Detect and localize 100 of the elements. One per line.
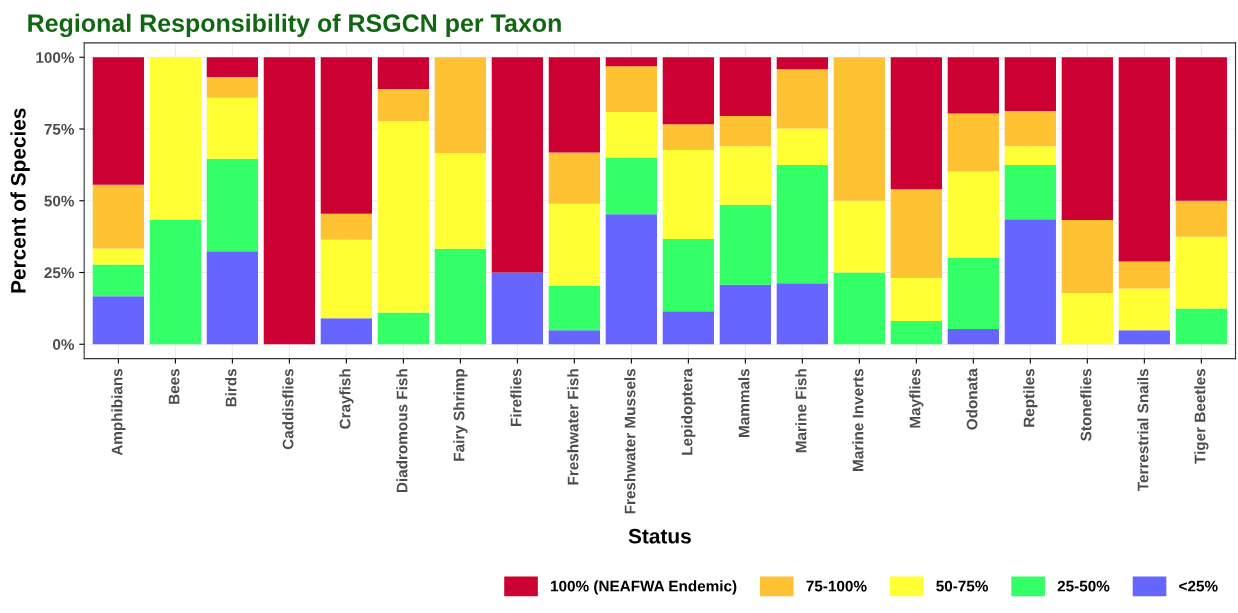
x-tick-label: Tiger Beetles xyxy=(1194,368,1209,464)
bar xyxy=(947,57,999,114)
bar xyxy=(548,57,601,153)
bar xyxy=(1004,219,1056,345)
bar xyxy=(434,153,487,249)
bar xyxy=(719,146,771,205)
bar xyxy=(548,152,601,204)
bar xyxy=(320,239,373,319)
bar xyxy=(662,57,714,125)
bar xyxy=(263,57,316,345)
bar xyxy=(320,213,373,240)
bar xyxy=(434,57,487,154)
bar xyxy=(890,277,942,322)
bar xyxy=(1061,219,1113,293)
x-tick-label: Marine Fish xyxy=(795,369,807,453)
legend-label: 100% (NEAFWA Endemic) xyxy=(551,580,737,595)
bar xyxy=(605,112,657,158)
legend-label: 25-50% xyxy=(1057,580,1110,592)
bar xyxy=(377,120,430,313)
bar xyxy=(1061,57,1113,220)
bar xyxy=(92,296,145,345)
x-tick-label: Mayflies xyxy=(909,368,924,428)
x-tick-label: Birds xyxy=(225,368,237,407)
bar xyxy=(434,248,487,345)
bar xyxy=(662,124,714,150)
bar xyxy=(662,149,714,239)
bar xyxy=(320,318,373,345)
legend-label: 75-100% xyxy=(806,580,867,592)
bar xyxy=(947,329,999,345)
x-tick-label: Bees xyxy=(168,368,180,404)
bar xyxy=(149,57,202,220)
bar xyxy=(206,57,259,78)
bar xyxy=(548,203,601,286)
x-axis-title: Status xyxy=(628,528,691,544)
y-tick-label: 75% xyxy=(44,123,75,135)
bar xyxy=(1061,292,1113,345)
x-tick-label: Crayfish xyxy=(339,369,354,429)
bar xyxy=(776,283,828,345)
bar xyxy=(1175,308,1227,345)
y-axis-title: Percent of Species xyxy=(10,108,30,293)
bar xyxy=(206,97,259,159)
bar xyxy=(1004,164,1056,220)
x-tick-label: Diadromous Fish xyxy=(396,369,408,493)
bar xyxy=(1118,330,1170,345)
x-tick-label: Terrestrial Snails xyxy=(1137,368,1149,492)
x-tick-label: Marine Inverts xyxy=(852,368,864,471)
bar xyxy=(776,69,828,129)
legend-label: 50-75% xyxy=(936,580,988,592)
bar xyxy=(719,204,771,285)
bar xyxy=(206,251,259,345)
bar xyxy=(1004,146,1056,165)
bar xyxy=(890,321,942,345)
bar xyxy=(1004,57,1056,111)
bar xyxy=(92,184,145,249)
bar xyxy=(890,189,942,278)
bar xyxy=(662,238,714,312)
bar xyxy=(719,284,771,345)
bar xyxy=(1118,288,1170,331)
x-tick-label: Amphibians xyxy=(111,368,126,456)
legend-label: <25% xyxy=(1179,580,1218,592)
x-tick-label: Freshwater Fish xyxy=(567,369,579,485)
bar xyxy=(377,89,430,121)
bar xyxy=(92,264,145,297)
x-tick-label: Fireflies xyxy=(510,368,522,426)
bar xyxy=(1175,57,1227,201)
x-tick-label: Fairy Shrimp xyxy=(453,368,468,461)
x-tick-label: Caddisflies xyxy=(282,368,294,450)
y-tick-label: 100% xyxy=(36,52,75,63)
bar xyxy=(491,57,544,273)
bar xyxy=(92,57,145,185)
bar xyxy=(605,66,657,113)
bar xyxy=(377,312,430,345)
bar xyxy=(605,158,657,215)
y-tick-label: 50% xyxy=(44,195,75,207)
bar xyxy=(947,257,999,330)
bar xyxy=(719,116,771,147)
bar xyxy=(833,200,885,273)
y-tick-label: 25% xyxy=(44,267,75,279)
bar xyxy=(662,311,714,345)
x-tick-label: Mammals xyxy=(738,368,750,437)
bar xyxy=(776,164,828,284)
bar xyxy=(1175,236,1227,309)
bar xyxy=(833,57,885,201)
bar xyxy=(1118,261,1170,289)
x-tick-label: Freshwater Mussels xyxy=(624,368,636,514)
x-tick-label: Lepidoptera xyxy=(681,368,696,455)
bar xyxy=(605,57,657,67)
bar xyxy=(947,171,999,258)
chart-title: Regional Responsibility of RSGCN per Taxon xyxy=(28,13,561,38)
bar xyxy=(947,113,999,172)
bar xyxy=(776,57,828,70)
bar xyxy=(890,57,942,190)
bar xyxy=(833,272,885,345)
y-tick-label: 0% xyxy=(52,339,75,350)
bar xyxy=(605,214,657,345)
bar xyxy=(149,219,202,345)
bar xyxy=(719,57,771,117)
bar xyxy=(1175,200,1227,237)
bar xyxy=(1118,57,1170,262)
bar xyxy=(206,158,259,252)
